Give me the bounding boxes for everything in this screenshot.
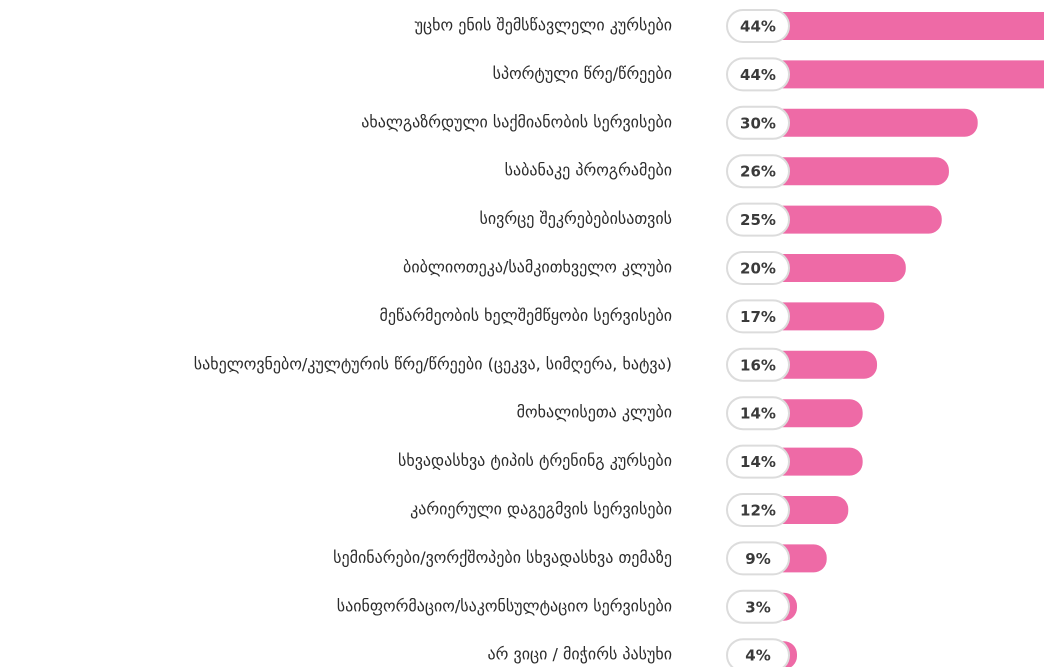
value-pill (726, 154, 790, 189)
category-label: ბიბლიოთეკა/სამკითხველო კლუბი (403, 258, 672, 277)
category-label: კარიერული დაგეგმვის სერვისები (410, 500, 672, 519)
value-pill (726, 347, 790, 382)
value-pill (726, 541, 790, 576)
value-pill (726, 57, 790, 92)
category-label: სემინარები/ვორქშოპები სხვადასხვა თემაზე (333, 548, 672, 567)
value-pill (726, 444, 790, 479)
category-label: სივრცე შეკრებებისათვის (480, 209, 672, 228)
value-pill (726, 589, 790, 624)
value-pill (726, 202, 790, 237)
category-label: სახელოვნებო/კულტურის წრე/წრეები (ცეკვა, … (194, 354, 672, 373)
bar (740, 205, 942, 234)
value-pill (726, 251, 790, 285)
value-label: 25% (740, 211, 776, 229)
category-label: მოხალისეთა კლუბი (517, 403, 672, 422)
value-label: 30% (740, 114, 776, 132)
category-label: სპორტული წრე/წრეები (493, 64, 672, 83)
value-label: 44% (740, 66, 776, 84)
value-label: 14% (740, 405, 776, 423)
category-label: უცხო ენის შემსწავლელი კურსები (415, 16, 672, 35)
value-label: 12% (740, 502, 776, 520)
value-label: 26% (740, 163, 776, 181)
value-label: 14% (740, 453, 776, 471)
value-pill (726, 638, 790, 667)
value-label: 16% (740, 356, 776, 374)
bar (740, 60, 1044, 89)
category-label: არ ვიცი / მიჭირს პასუხი (488, 645, 672, 664)
category-label: სხვადასხვა ტიპის ტრენინგ კურსები (398, 451, 672, 470)
bar (740, 12, 1044, 40)
value-label: 4% (745, 647, 770, 665)
value-label: 44% (740, 18, 776, 36)
value-label: 17% (740, 308, 776, 326)
value-pill (726, 299, 790, 334)
value-pill (726, 9, 790, 43)
value-pill (726, 105, 790, 140)
category-label: საინფორმაციო/საკონსულტაციო სერვისები (337, 596, 672, 615)
value-label: 20% (740, 260, 776, 278)
value-pill (726, 396, 790, 431)
category-label: საბანაკე პროგრამები (505, 161, 672, 180)
bar (740, 108, 978, 137)
value-label: 3% (745, 598, 770, 616)
bar (740, 157, 949, 186)
value-label: 9% (745, 550, 770, 568)
category-label: ახალგაზრდული საქმიანობის სერვისები (361, 112, 672, 131)
value-pill (726, 493, 790, 527)
category-label: მეწარმეობის ხელშემწყობი სერვისები (379, 306, 672, 325)
